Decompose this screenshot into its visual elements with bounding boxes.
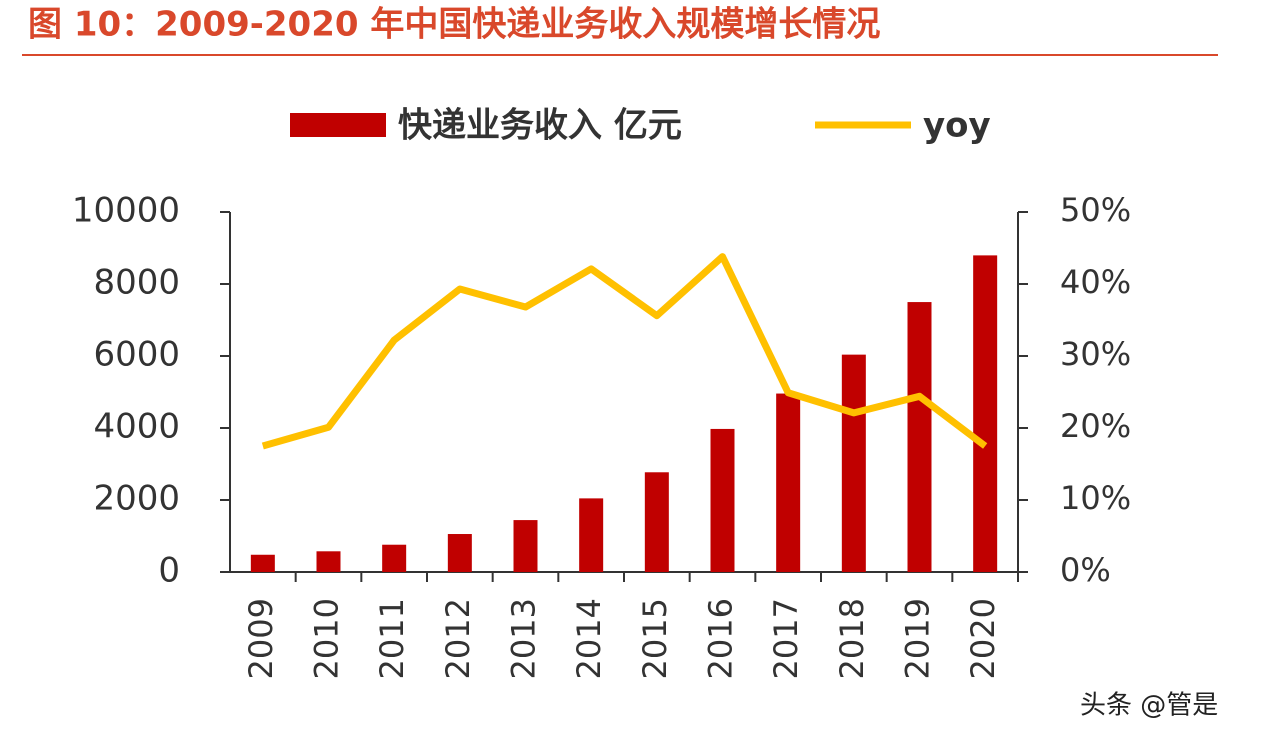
y2-tick-label: 30% — [1060, 335, 1131, 373]
x-tick-label: 2015 — [636, 598, 674, 679]
x-tick-label: 2010 — [308, 598, 346, 679]
bar — [907, 302, 932, 572]
bar — [973, 255, 998, 572]
legend-label: 快递业务收入 亿元 — [398, 106, 682, 146]
x-tick-label: 2013 — [505, 598, 543, 679]
x-tick-label: 2016 — [702, 598, 740, 679]
y2-tick-label: 20% — [1060, 407, 1131, 445]
x-tick-label: 2014 — [570, 598, 608, 679]
chart-title: 图 10：2009-2020 年中国快递业务收入规模增长情况 — [28, 5, 880, 45]
y-tick-label: 2000 — [93, 479, 180, 519]
bar — [710, 428, 735, 572]
legend-swatch — [290, 113, 386, 137]
y-tick-label: 10000 — [72, 191, 180, 231]
bar — [644, 472, 669, 572]
x-tick-label: 2020 — [964, 598, 1002, 679]
bar — [579, 498, 604, 572]
x-tick-label: 2019 — [899, 598, 937, 679]
bar — [316, 551, 341, 572]
y2-tick-label: 0% — [1060, 551, 1111, 589]
bar — [776, 393, 801, 572]
y-tick-label: 6000 — [93, 335, 180, 375]
y-tick-label: 0 — [158, 551, 180, 591]
y2-tick-label: 10% — [1060, 479, 1131, 517]
x-tick-label: 2011 — [373, 598, 411, 679]
y-tick-label: 4000 — [93, 407, 180, 447]
legend-label: yoy — [923, 106, 991, 146]
y2-tick-label: 40% — [1060, 263, 1131, 301]
y2-tick-label: 50% — [1060, 191, 1131, 229]
x-tick-label: 2009 — [242, 598, 280, 679]
watermark: 头条 @管是 — [1080, 691, 1218, 721]
x-tick-label: 2017 — [767, 598, 805, 679]
bar — [447, 534, 472, 572]
x-tick-label: 2018 — [833, 598, 871, 679]
bar — [513, 520, 538, 572]
bar — [250, 554, 275, 572]
line — [261, 253, 988, 450]
bar — [382, 544, 407, 572]
x-tick-label: 2012 — [439, 598, 477, 679]
bar — [841, 354, 866, 572]
y-tick-label: 8000 — [93, 263, 180, 303]
